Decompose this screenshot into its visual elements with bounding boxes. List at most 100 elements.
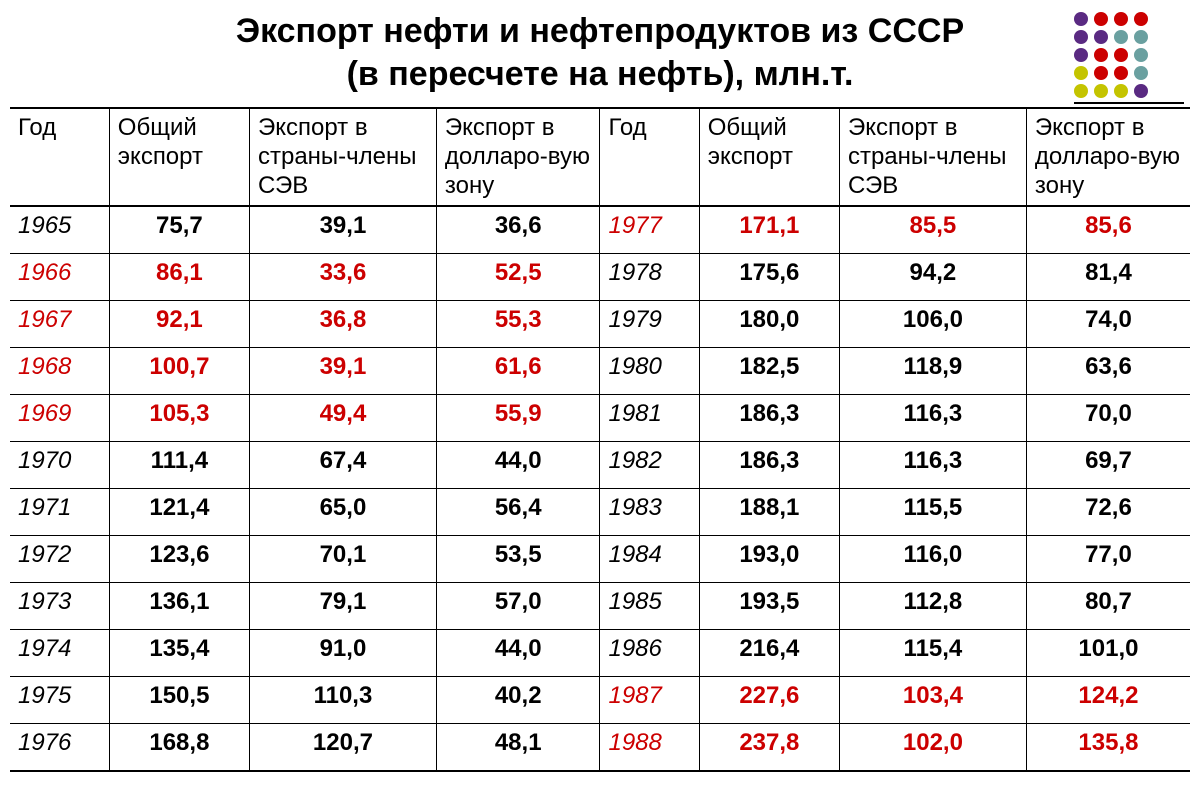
cell-sev: 106,0 xyxy=(839,301,1026,348)
logo-dot xyxy=(1074,12,1088,26)
cell-total: 186,3 xyxy=(699,442,839,489)
cell-total: 92,1 xyxy=(109,301,249,348)
cell-dollar: 124,2 xyxy=(1026,677,1190,724)
col-year-left: Год xyxy=(10,108,109,206)
table-row: 1970111,467,444,01982186,3116,369,7 xyxy=(10,442,1190,489)
cell-dollar: 135,8 xyxy=(1026,724,1190,772)
cell-sev: 102,0 xyxy=(839,724,1026,772)
page-title: Экспорт нефти и нефтепродуктов из СССР (… xyxy=(0,0,1200,101)
cell-total: 105,3 xyxy=(109,395,249,442)
logo-dot xyxy=(1074,66,1088,80)
cell-sev: 112,8 xyxy=(839,583,1026,630)
cell-dollar: 52,5 xyxy=(436,254,600,301)
cell-total: 121,4 xyxy=(109,489,249,536)
col-dollar-right: Экспорт в долларо-вую зону xyxy=(1026,108,1190,206)
table-row: 1972123,670,153,51984193,0116,077,0 xyxy=(10,536,1190,583)
cell-total: 193,0 xyxy=(699,536,839,583)
cell-sev: 65,0 xyxy=(249,489,436,536)
cell-year: 1967 xyxy=(10,301,109,348)
cell-year: 1974 xyxy=(10,630,109,677)
cell-dollar: 63,6 xyxy=(1026,348,1190,395)
logo-dot xyxy=(1114,48,1128,62)
cell-year: 1979 xyxy=(600,301,699,348)
cell-sev: 39,1 xyxy=(249,348,436,395)
col-total-left: Общий экспорт xyxy=(109,108,249,206)
col-dollar-left: Экспорт в долларо-вую зону xyxy=(436,108,600,206)
cell-total: 188,1 xyxy=(699,489,839,536)
cell-sev: 116,3 xyxy=(839,442,1026,489)
cell-total: 136,1 xyxy=(109,583,249,630)
cell-total: 180,0 xyxy=(699,301,839,348)
cell-year: 1977 xyxy=(600,206,699,254)
cell-total: 237,8 xyxy=(699,724,839,772)
cell-year: 1965 xyxy=(10,206,109,254)
cell-total: 171,1 xyxy=(699,206,839,254)
title-line-2: (в пересчете на нефть), млн.т. xyxy=(347,55,854,93)
logo-dot xyxy=(1114,84,1128,98)
logo-dot xyxy=(1114,12,1128,26)
cell-year: 1988 xyxy=(600,724,699,772)
cell-dollar: 57,0 xyxy=(436,583,600,630)
logo-dot xyxy=(1134,84,1148,98)
cell-year: 1972 xyxy=(10,536,109,583)
logo-dot xyxy=(1094,84,1108,98)
cell-sev: 110,3 xyxy=(249,677,436,724)
cell-total: 75,7 xyxy=(109,206,249,254)
cell-dollar: 72,6 xyxy=(1026,489,1190,536)
cell-year: 1975 xyxy=(10,677,109,724)
logo-dot-grid xyxy=(1074,12,1184,104)
cell-dollar: 48,1 xyxy=(436,724,600,772)
col-year-right: Год xyxy=(600,108,699,206)
table-row: 196575,739,136,61977171,185,585,6 xyxy=(10,206,1190,254)
cell-dollar: 61,6 xyxy=(436,348,600,395)
cell-sev: 120,7 xyxy=(249,724,436,772)
cell-year: 1984 xyxy=(600,536,699,583)
cell-sev: 79,1 xyxy=(249,583,436,630)
cell-dollar: 74,0 xyxy=(1026,301,1190,348)
table-row: 196792,136,855,31979180,0106,074,0 xyxy=(10,301,1190,348)
cell-year: 1987 xyxy=(600,677,699,724)
cell-dollar: 55,9 xyxy=(436,395,600,442)
cell-total: 150,5 xyxy=(109,677,249,724)
cell-sev: 91,0 xyxy=(249,630,436,677)
logo-dot xyxy=(1074,30,1088,44)
cell-total: 182,5 xyxy=(699,348,839,395)
cell-sev: 49,4 xyxy=(249,395,436,442)
cell-year: 1986 xyxy=(600,630,699,677)
cell-dollar: 44,0 xyxy=(436,442,600,489)
col-sev-right: Экспорт в страны-члены СЭВ xyxy=(839,108,1026,206)
cell-year: 1970 xyxy=(10,442,109,489)
cell-dollar: 53,5 xyxy=(436,536,600,583)
table-row: 196686,133,652,51978175,694,281,4 xyxy=(10,254,1190,301)
cell-sev: 70,1 xyxy=(249,536,436,583)
logo-dot xyxy=(1094,30,1108,44)
cell-dollar: 81,4 xyxy=(1026,254,1190,301)
title-line-1: Экспорт нефти и нефтепродуктов из СССР xyxy=(236,12,964,50)
cell-total: 135,4 xyxy=(109,630,249,677)
cell-sev: 36,8 xyxy=(249,301,436,348)
cell-sev: 94,2 xyxy=(839,254,1026,301)
cell-year: 1980 xyxy=(600,348,699,395)
logo-dot xyxy=(1134,48,1148,62)
cell-year: 1976 xyxy=(10,724,109,772)
table-row: 1973136,179,157,01985193,5112,880,7 xyxy=(10,583,1190,630)
col-sev-left: Экспорт в страны-члены СЭВ xyxy=(249,108,436,206)
cell-year: 1973 xyxy=(10,583,109,630)
col-total-right: Общий экспорт xyxy=(699,108,839,206)
table-row: 1976168,8120,748,11988237,8102,0135,8 xyxy=(10,724,1190,772)
cell-dollar: 101,0 xyxy=(1026,630,1190,677)
cell-dollar: 36,6 xyxy=(436,206,600,254)
table-row: 1974135,491,044,01986216,4115,4101,0 xyxy=(10,630,1190,677)
cell-dollar: 85,6 xyxy=(1026,206,1190,254)
logo-dot xyxy=(1094,12,1108,26)
cell-dollar: 56,4 xyxy=(436,489,600,536)
cell-total: 100,7 xyxy=(109,348,249,395)
table-row: 1969105,349,455,91981186,3116,370,0 xyxy=(10,395,1190,442)
logo-dot xyxy=(1094,48,1108,62)
cell-total: 227,6 xyxy=(699,677,839,724)
cell-sev: 85,5 xyxy=(839,206,1026,254)
cell-total: 186,3 xyxy=(699,395,839,442)
cell-sev: 33,6 xyxy=(249,254,436,301)
cell-total: 216,4 xyxy=(699,630,839,677)
logo-dot xyxy=(1074,84,1088,98)
